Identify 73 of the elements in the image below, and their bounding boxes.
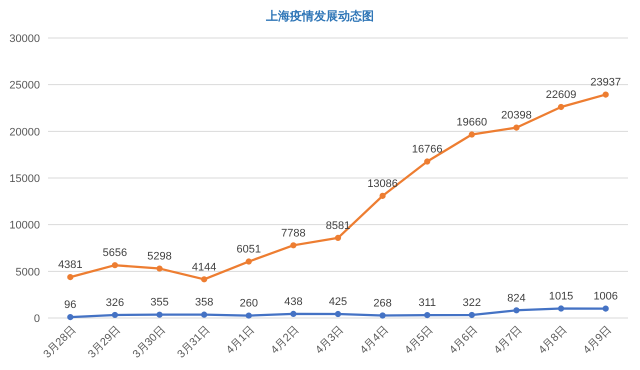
data-label: 23937 xyxy=(590,76,621,89)
y-tick-label: 20000 xyxy=(9,126,40,138)
point xyxy=(201,276,208,282)
point xyxy=(468,312,475,318)
data-label: 824 xyxy=(507,292,526,304)
x-tick-label: 4月6日 xyxy=(447,324,480,356)
x-tick-label: 3月28日 xyxy=(41,324,78,361)
data-label: 260 xyxy=(240,298,258,310)
x-tick-label: 4月9日 xyxy=(581,324,614,356)
y-tick-label: 5000 xyxy=(16,266,40,278)
point xyxy=(67,314,74,320)
point xyxy=(334,310,342,318)
data-label: 358 xyxy=(194,296,214,309)
point xyxy=(513,307,520,314)
data-label: 322 xyxy=(462,296,482,309)
x-tick-label: 3月29日 xyxy=(86,324,124,361)
x-tick-label: 3月31日 xyxy=(175,324,212,361)
data-label: 425 xyxy=(328,296,348,308)
data-label: 4144 xyxy=(192,261,216,274)
point xyxy=(246,312,252,319)
data-label: 7788 xyxy=(281,227,306,240)
data-label: 8581 xyxy=(326,220,350,232)
data-label: 1015 xyxy=(548,290,574,303)
data-label: 5656 xyxy=(102,247,128,260)
point xyxy=(156,312,163,318)
point xyxy=(602,91,609,98)
point xyxy=(290,242,296,248)
x-tick-label: 4月1日 xyxy=(224,324,257,356)
x-tick-label: 4月4日 xyxy=(358,324,391,356)
x-tick-label: 4月7日 xyxy=(492,324,525,356)
point xyxy=(424,312,430,318)
data-label: 16766 xyxy=(412,144,443,156)
data-label: 311 xyxy=(418,297,436,310)
data-label: 268 xyxy=(373,298,392,310)
x-tick-label: 4月8日 xyxy=(536,324,570,356)
x-tick-label: 3月30日 xyxy=(130,324,168,361)
x-tick-label: 4月5日 xyxy=(402,324,436,356)
data-label: 326 xyxy=(106,296,124,309)
point xyxy=(112,312,118,318)
y-tick-label: 15000 xyxy=(9,173,40,185)
point xyxy=(112,262,118,268)
point xyxy=(67,274,74,280)
y-tick-label: 25000 xyxy=(9,80,40,92)
data-label: 438 xyxy=(284,296,303,308)
chart-title: 上海疫情发展动态图 xyxy=(265,9,374,23)
point xyxy=(602,306,609,312)
data-label: 4381 xyxy=(58,259,83,272)
point xyxy=(156,265,163,272)
y-tick-label: 0 xyxy=(34,313,40,325)
data-label: 1006 xyxy=(593,290,618,303)
point xyxy=(513,124,520,131)
point xyxy=(558,305,564,312)
data-label: 19660 xyxy=(456,116,488,129)
data-label: 96 xyxy=(64,299,76,312)
point xyxy=(290,310,296,318)
x-tick-label: 4月3日 xyxy=(313,324,346,356)
y-tick-label: 10000 xyxy=(9,220,40,232)
data-label: 13086 xyxy=(367,178,398,190)
data-label: 20398 xyxy=(501,110,532,122)
point xyxy=(201,312,208,318)
point xyxy=(334,234,342,242)
data-label: 5298 xyxy=(147,250,172,263)
data-label: 22609 xyxy=(546,88,576,101)
data-label: 355 xyxy=(150,296,169,309)
point xyxy=(380,312,386,319)
point xyxy=(468,131,475,138)
point xyxy=(246,258,252,265)
point xyxy=(558,104,564,110)
data-label: 6051 xyxy=(236,244,262,256)
y-tick-label: 30000 xyxy=(9,33,40,45)
point xyxy=(424,158,430,165)
x-tick-label: 4月2日 xyxy=(268,324,302,356)
point xyxy=(380,192,386,199)
